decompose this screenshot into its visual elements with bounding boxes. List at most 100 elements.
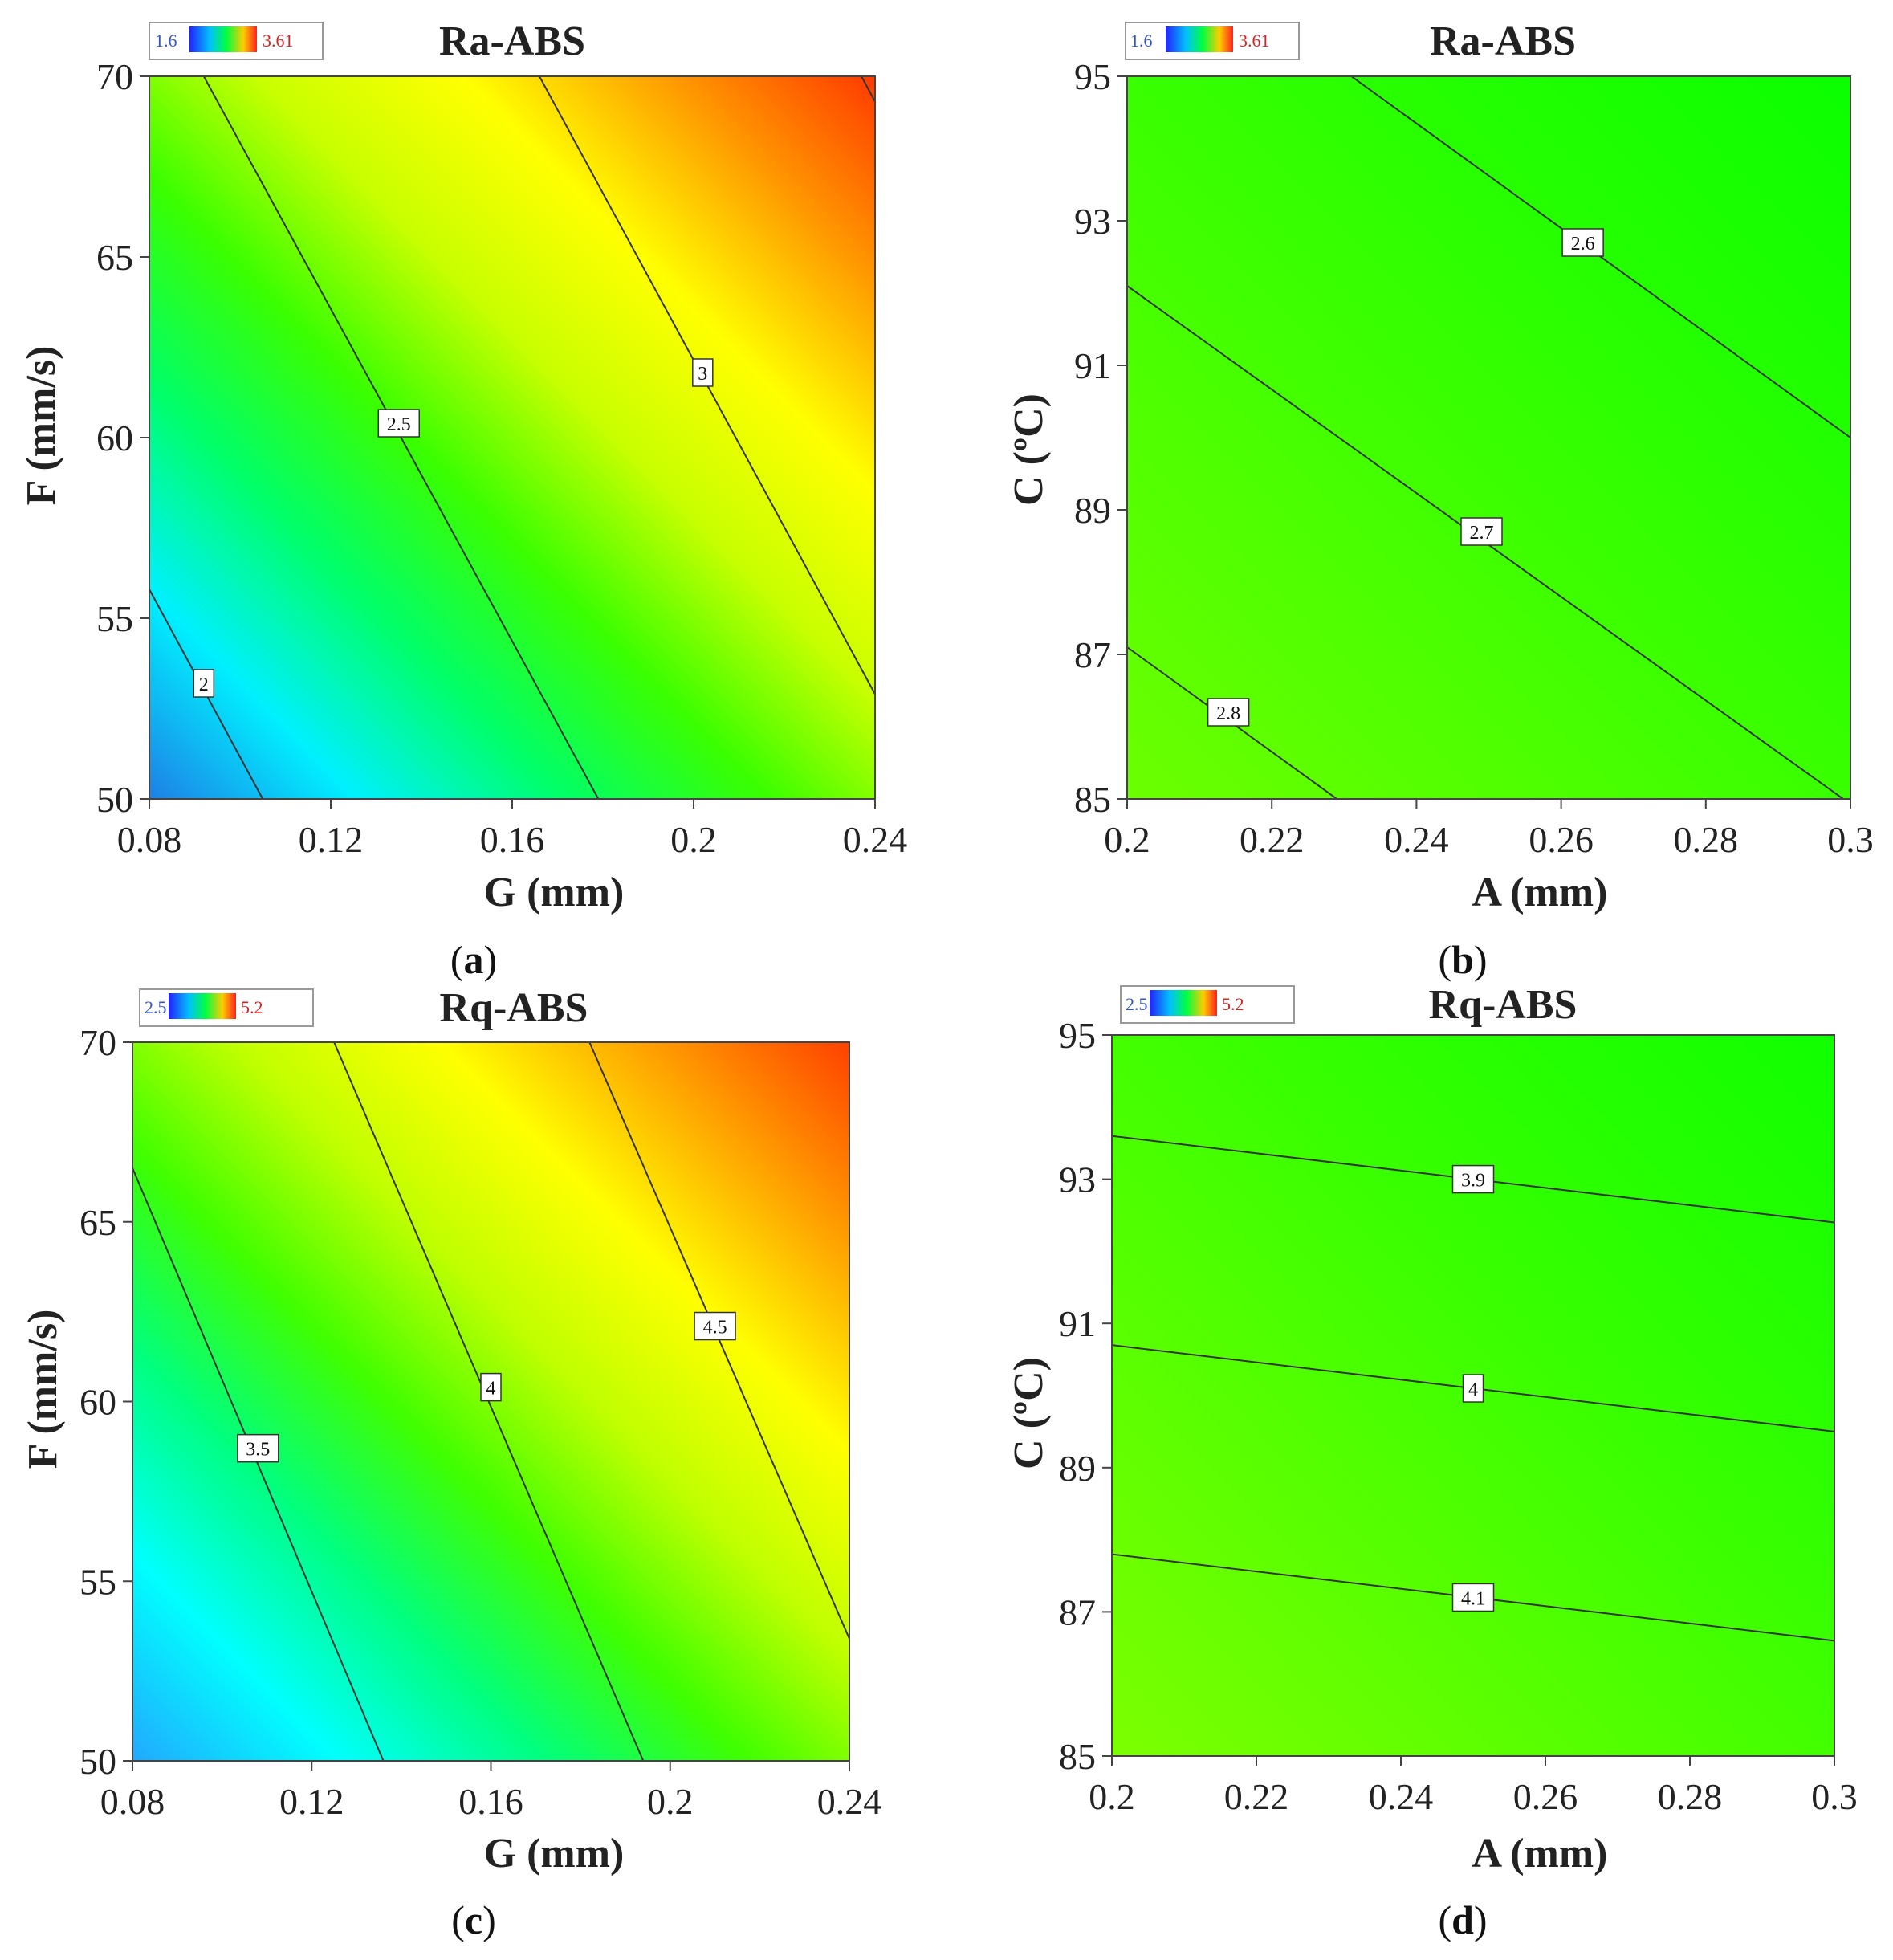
x-tick-label: 0.16 (458, 1781, 523, 1822)
y-tick-label: 93 (1059, 1159, 1096, 1200)
x-tick-label: 0.3 (1827, 819, 1874, 860)
y-axis-label-a: F (mm/s) (18, 346, 64, 506)
y-tick-label: 50 (79, 1741, 116, 1782)
contour-label: 2.6 (1571, 234, 1595, 255)
contour-label-box (692, 358, 714, 387)
panel-b: 2.6 2.7 2.8 0.2 0.22 0.24 0.26 0.28 0.3 85 87 89 91… (1006, 18, 1874, 982)
y-tick-label: 93 (1074, 201, 1111, 242)
contour-label: 2.7 (1469, 523, 1493, 544)
x-tick-label: 0.2 (1089, 1776, 1135, 1817)
contours-b: 2.6 2.7 2.8 (1126, 75, 1851, 800)
x-tick-label: 0.24 (1384, 819, 1449, 860)
contour-label: 4 (1468, 1379, 1478, 1400)
contour-label-box (1451, 1583, 1495, 1612)
y-tick-label: 95 (1074, 56, 1111, 97)
contour-label: 3 (698, 364, 707, 385)
x-tick-label: 0.2 (1104, 819, 1150, 860)
panel-caption-b: (b) (1438, 937, 1487, 982)
colorbar-min-a: 1.6 (155, 31, 177, 51)
contour-label: 2.8 (1216, 703, 1240, 724)
panel-d: 3.9 4 4.1 0.2 0.22 0.24 0.26 0.28 0.3 85 87 89 91 93… (1006, 982, 1858, 1942)
colorbar-a: 1.6 3.61 (149, 22, 324, 60)
y-axis-label-c: F (mm/s) (20, 1310, 66, 1469)
contour-label: 3.5 (246, 1440, 270, 1461)
x-tick-label: 0.3 (1811, 1776, 1858, 1817)
contour-label-box (480, 1372, 502, 1402)
y-tick-label: 87 (1059, 1591, 1096, 1632)
contour-line (202, 75, 600, 800)
y-tick-label: 85 (1059, 1736, 1096, 1777)
y-tick-label: 60 (96, 418, 133, 458)
plot-frame-d (1111, 1034, 1835, 1757)
contour-label-box (377, 409, 420, 438)
y-tick-label: 70 (96, 56, 133, 97)
y-tick-label: 65 (79, 1202, 116, 1243)
x-tick-label: 0.24 (817, 1781, 882, 1822)
contour-label: 2.5 (387, 414, 411, 435)
panel-caption-c: (c) (451, 1897, 496, 1942)
panel-caption-d: (d) (1438, 1897, 1487, 1942)
contour-label: 4.1 (1461, 1588, 1485, 1609)
plot-area-a (149, 76, 875, 799)
contour-line (132, 1167, 385, 1762)
panel-c: 3.5 4 4.5 0.08 0.12 0.16 0.2 0.24 50 55 60 65 70 2.… (20, 985, 881, 1942)
y-tick-label: 89 (1074, 490, 1111, 531)
contour-line (333, 1041, 645, 1762)
x-tick-label: 0.28 (1674, 819, 1739, 860)
contour-line (588, 1041, 850, 1640)
colorbar-max-a: 3.61 (263, 31, 294, 51)
contour-label: 4.5 (703, 1318, 727, 1339)
y-tick-label: 91 (1059, 1303, 1096, 1344)
y-tick-label: 87 (1074, 634, 1111, 675)
chart-title-c: Rq-ABS (440, 985, 588, 1031)
x-tick-label: 0.12 (279, 1781, 344, 1822)
contour-label-box (237, 1433, 279, 1463)
x-tick-label: 0.22 (1240, 819, 1305, 860)
y-tick-label: 85 (1074, 779, 1111, 820)
colorbar-max-c: 5.2 (241, 997, 263, 1017)
x-axis-label-c: G (mm) (484, 1831, 625, 1876)
contour-label-box (1462, 1374, 1484, 1403)
y-tick-label: 95 (1059, 1015, 1096, 1056)
x-axis-label-b: A (mm) (1472, 870, 1608, 915)
contours-d: 3.9 4 4.1 (1111, 1135, 1835, 1642)
x-tick-label: 0.16 (480, 819, 545, 860)
plot-area-b (1127, 76, 1850, 799)
y-tick-label: 55 (79, 1561, 116, 1602)
y-tick-label: 50 (96, 779, 133, 820)
x-tick-label: 0.12 (299, 819, 364, 860)
contours-a: 22.53 (149, 75, 876, 800)
x-tick-label: 0.26 (1529, 819, 1594, 860)
y-axis-label-d: C (ºC) (1006, 1357, 1052, 1469)
contour-label-box (694, 1311, 736, 1341)
contour-label: 4 (486, 1379, 496, 1400)
contour-line (861, 75, 876, 102)
x-tick-label: 0.26 (1513, 1776, 1578, 1817)
contour-line (1350, 75, 1851, 438)
contour-label-box (1561, 228, 1604, 257)
colorbar-d: 2.5 5.2 (1120, 985, 1295, 1024)
contour-label-box (193, 669, 215, 698)
y-axis-label-b: C (ºC) (1006, 393, 1052, 506)
x-axis-label-a: G (mm) (484, 870, 625, 915)
colorbar-b: 1.6 3.61 (1125, 22, 1300, 60)
x-axis-label-d: A (mm) (1472, 1831, 1608, 1876)
ticks-b: 0.2 0.22 0.24 0.26 0.28 0.3 85 87 89 91 93 95 (1074, 56, 1874, 860)
contours-c: 3.5 4 4.5 (132, 1041, 850, 1762)
chart-title-b: Ra-ABS (1430, 18, 1576, 64)
x-tick-label: 0.22 (1224, 1776, 1289, 1817)
x-tick-label: 0.2 (647, 1781, 694, 1822)
colorbar-max-b: 3.61 (1239, 31, 1270, 51)
colorbar-c: 2.5 5.2 (139, 988, 314, 1027)
contour-label: 3.9 (1461, 1171, 1485, 1192)
plot-area-c (132, 1042, 849, 1761)
y-tick-label: 60 (79, 1382, 116, 1423)
colorbar-max-d: 5.2 (1222, 994, 1244, 1014)
y-tick-label: 91 (1074, 345, 1111, 386)
ticks-c: 0.08 0.12 0.16 0.2 0.24 50 55 60 65 70 (79, 1022, 881, 1822)
contour-label-box (1207, 698, 1250, 727)
colorbar-min-b: 1.6 (1130, 31, 1153, 51)
y-tick-label: 65 (96, 237, 133, 278)
